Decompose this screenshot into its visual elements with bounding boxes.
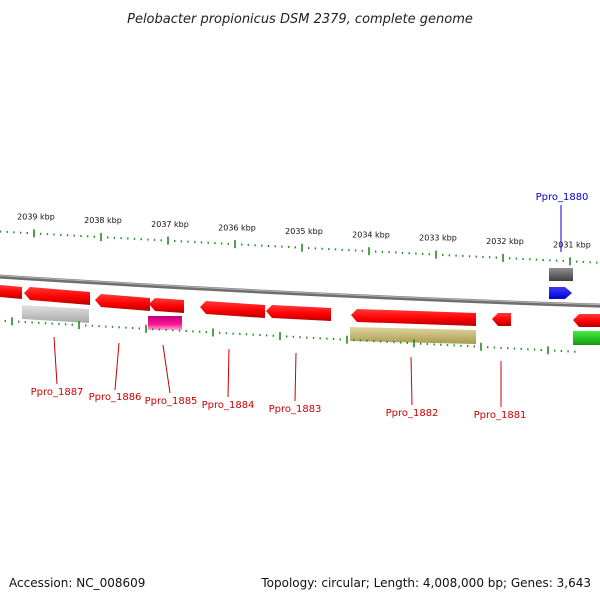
green-feature [573, 331, 600, 345]
reverse-strand-genes [0, 285, 600, 327]
olive-feature [350, 327, 476, 344]
kbp-tick-label: 2037 kbp [151, 220, 189, 229]
label-ppro-1882: Ppro_1882 [386, 408, 439, 419]
gene-ppro-1881-arrow [492, 313, 511, 326]
label-ppro-1880: Ppro_1880 [536, 192, 589, 203]
leader-ppro-1885 [162, 344, 171, 394]
label-ppro-1886: Ppro_1886 [89, 392, 142, 403]
gene-arrow-right-edge [573, 314, 600, 327]
label-ppro-1881: Ppro_1881 [474, 410, 527, 421]
inner-tick-row [4, 317, 576, 355]
label-ppro-1885: Ppro_1885 [145, 396, 198, 407]
leader-ppro-1884 [227, 348, 230, 398]
kbp-tick-label: 2034 kbp [352, 230, 390, 239]
genome-summary-text: Topology: circular; Length: 4,008,000 bp… [260, 576, 591, 590]
label-ppro-1883: Ppro_1883 [269, 404, 322, 415]
outer-tick-row [0, 229, 598, 266]
gene-labels: Ppro_1887 Ppro_1886 Ppro_1885 Ppro_1884 … [31, 192, 589, 421]
gene-ppro-1886-arrow [95, 294, 150, 311]
gene-ppro-1885-arrow [149, 298, 184, 313]
leader-ppro-1883 [294, 352, 297, 402]
label-ppro-1887: Ppro_1887 [31, 387, 84, 398]
gene-ppro-1882-arrow [351, 309, 476, 326]
kbp-label-row: 2039 kbp 2038 kbp 2037 kbp 2036 kbp 2035 kbp… [17, 213, 591, 250]
kbp-tick-label: 2038 kbp [84, 216, 122, 225]
inner-feature-track [22, 305, 600, 345]
gene-ppro-1880-arrow [549, 287, 572, 299]
kbp-tick-label: 2036 kbp [218, 223, 256, 232]
kbp-tick-label: 2033 kbp [419, 234, 457, 243]
kbp-tick-label: 2039 kbp [17, 213, 55, 222]
kbp-tick-label: 2031 kbp [553, 240, 591, 249]
gene-arrow-left-edge [0, 285, 22, 299]
genome-backbone [0, 274, 600, 308]
gray-feature [22, 305, 89, 323]
dark-feature [549, 268, 573, 281]
leader-ppro-1882 [410, 356, 413, 406]
genome-backbone-highlight [0, 275, 600, 306]
gene-ppro-1884-arrow [200, 301, 265, 318]
kbp-tick-label: 2035 kbp [285, 227, 323, 236]
leader-ppro-1886 [114, 342, 120, 391]
gene-ppro-1883-arrow [266, 305, 331, 321]
label-ppro-1884: Ppro_1884 [202, 400, 255, 411]
accession-text: Accession: NC_008609 [9, 576, 145, 590]
magenta-feature [148, 316, 182, 330]
leader-ppro-1887 [53, 336, 58, 385]
map-title: Pelobacter propionicus DSM 2379, complet… [127, 12, 473, 27]
kbp-tick-label: 2032 kbp [486, 237, 524, 246]
gene-ppro-1887-arrow [24, 287, 90, 305]
